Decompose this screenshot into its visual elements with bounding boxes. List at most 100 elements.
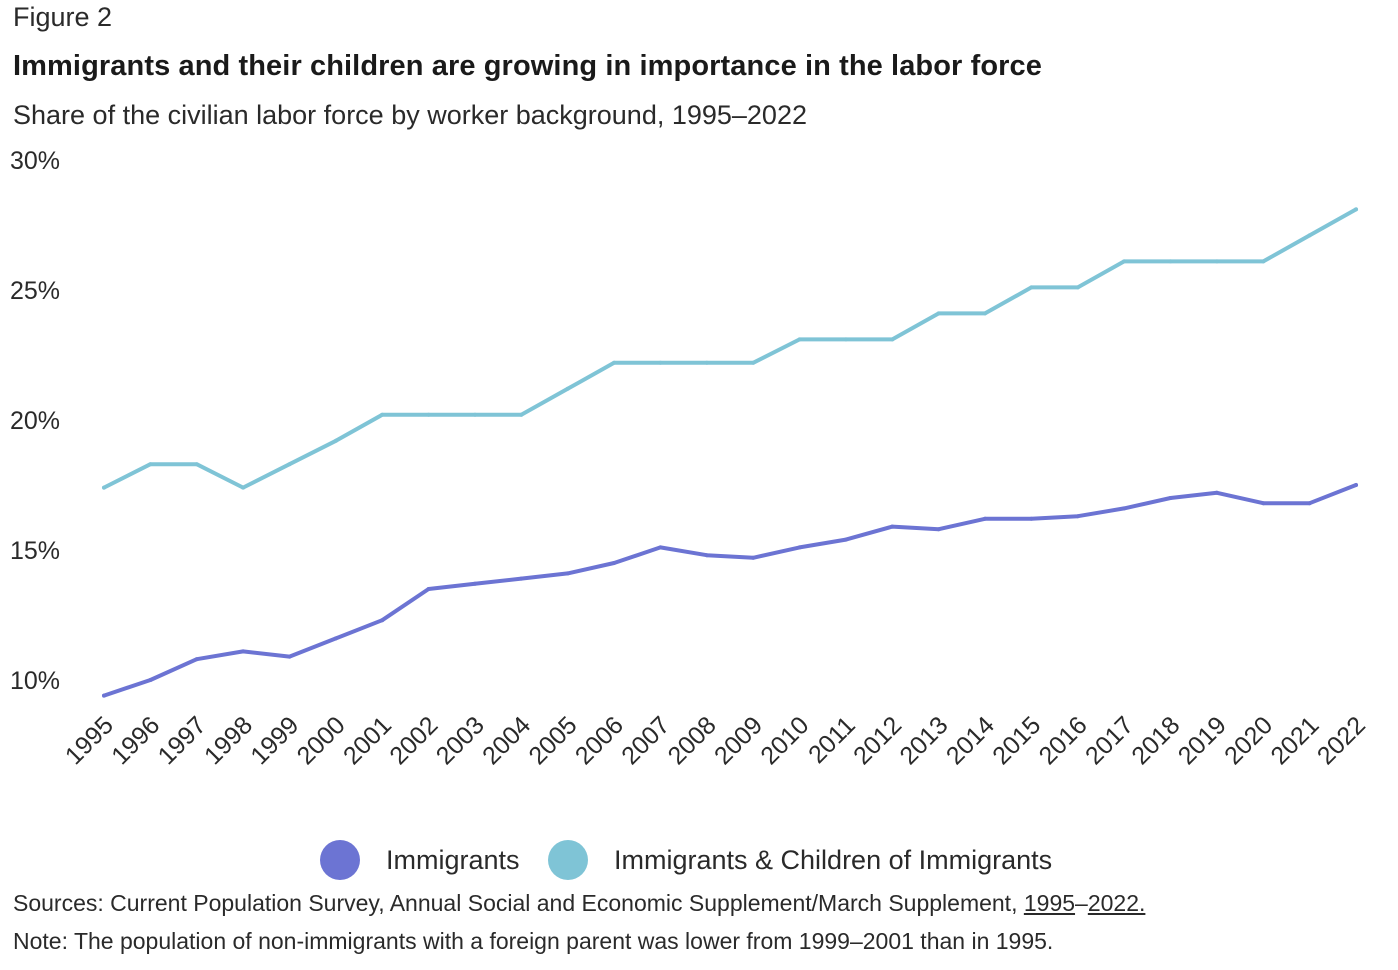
data-point [1261,501,1266,506]
note-text: Note: The population of non-immigrants w… [13,928,1054,954]
sources-link-1995[interactable]: 1995 [1023,890,1076,916]
data-point [102,485,106,490]
x-tick-label: 2003 [431,711,490,770]
data-point [658,360,663,365]
data-point [658,545,663,550]
data-point [983,516,987,521]
y-tick-label: 10% [10,667,60,695]
data-point [519,412,524,417]
x-tick-label: 2022 [1312,711,1371,770]
data-point [1214,490,1219,495]
data-point [194,657,199,662]
data-point [333,438,338,443]
x-axis-ticks: 1995199619971998199920002001200220032004… [60,711,1371,770]
x-tick-label: 1999 [245,711,304,770]
data-point [936,311,941,316]
data-point [751,360,756,365]
sources-dash: – [1075,890,1088,916]
x-tick-label: 2014 [941,711,1000,770]
data-point [1168,259,1173,264]
legend-label-immigrants: Immigrants [386,844,520,875]
data-point [102,693,106,698]
data-point [241,649,246,654]
x-tick-label: 2008 [663,711,722,770]
x-tick-label: 2012 [848,711,907,770]
legend-label-immigrants-and-children: Immigrants & Children of Immigrants [614,844,1053,875]
y-tick-label: 25% [10,277,60,305]
data-point [1029,516,1034,521]
data-point [333,636,338,641]
data-point [380,618,385,623]
data-point [1354,207,1358,212]
data-point [704,360,709,365]
x-tick-label: 2004 [477,711,536,770]
x-tick-label: 2007 [616,711,675,770]
data-point [426,412,431,417]
x-tick-label: 1998 [199,711,258,770]
data-point [751,555,756,560]
data-point [797,545,802,550]
x-tick-label: 2013 [894,711,953,770]
data-point [612,561,617,565]
x-tick-label: 2016 [1034,711,1093,770]
line-chart: 10% 15% 20% 25% 30% 199519961997199819992000… [10,147,1371,770]
x-tick-label: 2000 [292,711,351,770]
data-point [890,337,895,342]
data-point [287,462,292,467]
data-point [843,337,848,342]
data-point [1075,285,1080,290]
data-point [612,360,617,365]
data-point [1168,496,1173,500]
chart-subtitle: Share of the civilian labor force by wor… [13,100,807,130]
x-tick-label: 2019 [1173,711,1232,770]
data-point [194,462,199,467]
data-point [1307,501,1312,506]
data-point [983,311,987,316]
legend-swatch-immigrants [320,840,360,880]
data-point [843,537,848,542]
y-tick-label: 20% [10,407,60,435]
data-point [1122,506,1127,511]
data-point [890,524,895,529]
figure-label: Figure 2 [13,2,113,32]
legend-item-immigrants[interactable]: Immigrants [320,840,520,880]
x-tick-label: 2015 [987,711,1046,770]
data-point [1307,233,1312,238]
x-tick-label: 2020 [1219,711,1278,770]
series-lines [102,207,1358,698]
x-tick-label: 2001 [338,711,397,770]
legend-item-immigrants-and-children[interactable]: Immigrants & Children of Immigrants [548,840,1052,880]
data-point [936,527,941,532]
chart-title: Immigrants and their children are growin… [13,50,1043,82]
data-point [797,337,802,342]
data-point [565,386,570,391]
sources-link-2022[interactable]: 2022. [1087,890,1146,916]
data-point [1261,259,1266,264]
x-tick-label: 2018 [1126,711,1185,770]
x-tick-label: 1997 [153,711,212,770]
y-tick-label: 30% [10,147,60,175]
x-tick-label: 2006 [570,711,629,770]
data-point [426,587,431,591]
data-point [287,654,292,659]
data-point [1354,483,1358,487]
sources-prefix: Sources: Current Population Survey, Annu… [13,890,1024,916]
data-point [1214,259,1219,264]
x-tick-label: 2009 [709,711,768,770]
data-point [148,678,153,682]
series-line-immigrants-children-of-immigrants [102,207,1358,490]
data-point [1122,259,1127,264]
y-axis-ticks: 10% 15% 20% 25% 30% [10,147,60,695]
data-point [473,412,477,417]
x-tick-label: 2021 [1265,711,1324,770]
data-point [519,576,524,581]
x-tick-label: 1996 [106,711,165,770]
x-tick-label: 2010 [755,711,814,770]
data-point [1075,514,1080,519]
legend: Immigrants Immigrants & Children of Immi… [0,840,1398,886]
data-point [380,412,385,417]
series-line-immigrants [102,483,1358,698]
x-tick-label: 1995 [60,711,119,770]
y-tick-label: 15% [10,537,60,565]
data-point [241,485,246,490]
